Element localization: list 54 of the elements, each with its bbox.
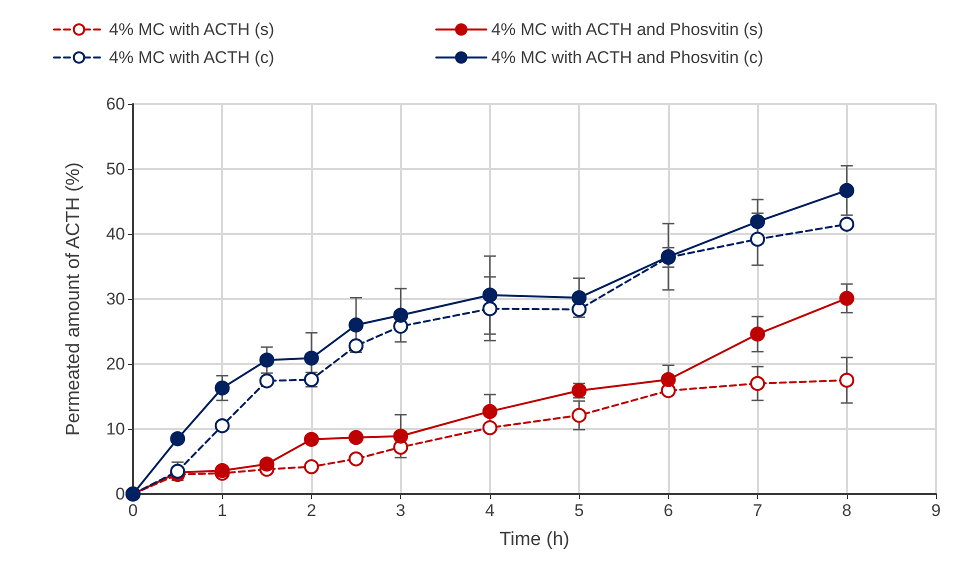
point (839, 182, 854, 198)
point (660, 372, 676, 388)
x-tick-label: 1 (217, 501, 227, 520)
point (393, 308, 408, 323)
point (572, 408, 587, 423)
y-tick-label: 60 (106, 94, 125, 114)
point (259, 352, 274, 368)
y-tick-label: 30 (106, 290, 125, 308)
x-tick-label: 2 (306, 501, 316, 520)
legend-label: 4% MC with ACTH and Phosvitin (s) (491, 20, 764, 39)
x-tick-label: 5 (574, 501, 584, 520)
legend-label: 4% MC with ACTH and Phosvitin (c) (491, 48, 764, 67)
point (259, 373, 274, 388)
point (839, 372, 854, 388)
x-tick-label: 7 (752, 501, 762, 520)
point (482, 288, 498, 303)
point (393, 428, 408, 444)
legend-label: 4% MC with ACTH (s) (109, 20, 274, 39)
legend-label: 4% MC with ACTH (c) (109, 48, 274, 67)
point (482, 404, 498, 419)
y-tick-label: 0 (116, 484, 125, 504)
y-tick-label: 10 (106, 420, 125, 438)
point (214, 380, 230, 396)
y-tick-label: 20 (106, 354, 125, 374)
x-tick-label: 3 (396, 501, 406, 520)
point (214, 418, 230, 434)
point (750, 232, 766, 247)
point (839, 290, 854, 306)
point (572, 290, 587, 306)
point (348, 451, 364, 466)
point (259, 456, 274, 472)
y-tick-label: 40 (106, 224, 125, 244)
point (348, 318, 364, 332)
point (304, 459, 319, 474)
point (750, 214, 766, 230)
x-tick-label: 0 (128, 501, 138, 520)
point (839, 216, 854, 232)
point (304, 350, 319, 366)
point (304, 432, 319, 447)
x-tick-label: 4 (485, 501, 495, 520)
point (170, 431, 186, 446)
point (482, 301, 498, 316)
y-axis-title: Permeated amount of ACTH (%) (63, 162, 84, 436)
x-tick-label: 9 (931, 501, 941, 520)
point (750, 326, 766, 342)
x-axis-title: Time (h) (499, 529, 570, 550)
point (572, 302, 587, 317)
y-tick-label: 50 (106, 160, 125, 178)
point (348, 430, 364, 445)
x-tick-label: 8 (842, 501, 852, 520)
point (750, 376, 766, 391)
x-tick-label: 6 (664, 501, 674, 520)
point (482, 420, 498, 436)
point (348, 338, 364, 354)
